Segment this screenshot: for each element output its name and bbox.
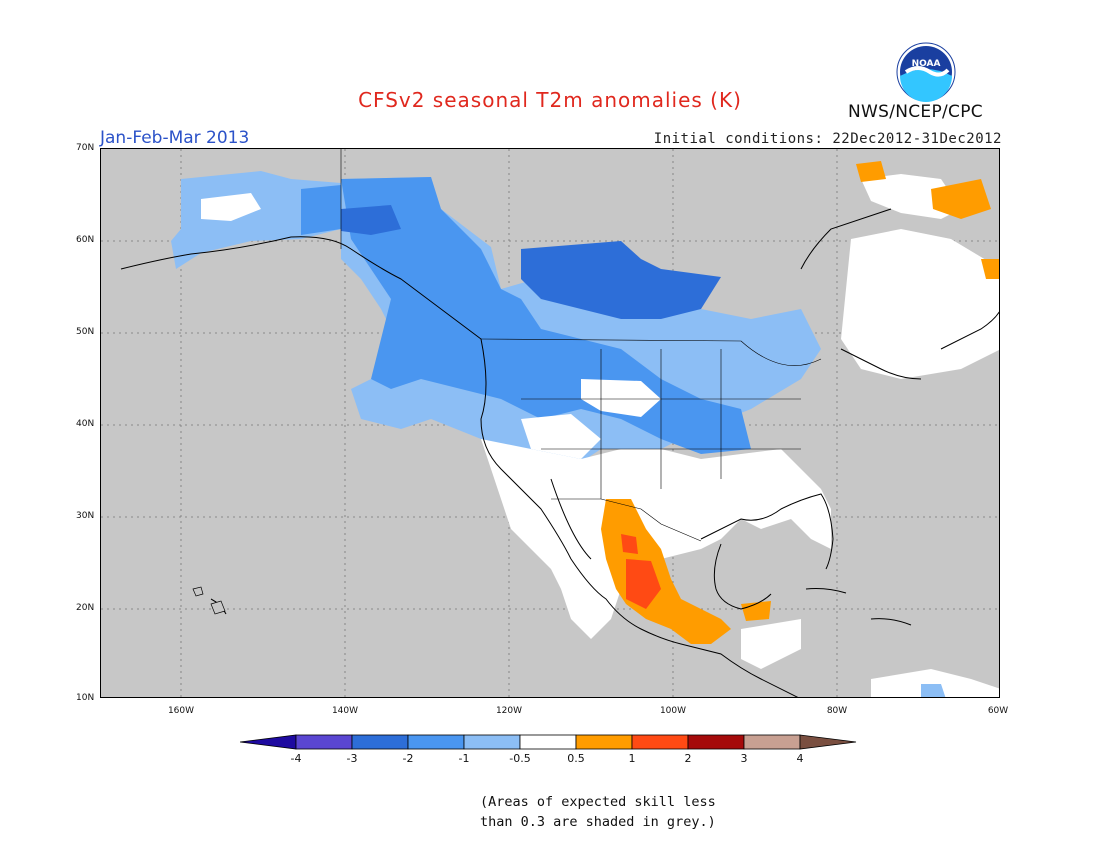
map-canvas (101, 149, 999, 697)
colorbar-label: -1 (458, 752, 470, 765)
colorbar-box (351, 734, 409, 750)
forecast-period: Jan-Feb-Mar 2013 (100, 128, 250, 148)
borders (340, 149, 822, 542)
anomaly-map (100, 148, 1000, 698)
colorbar-box (519, 734, 577, 750)
lon-label-100w: 100W (659, 706, 687, 716)
agency-label: NWS/NCEP/CPC (848, 102, 983, 122)
hawaii (192, 586, 226, 615)
colorbar-box (575, 734, 633, 750)
lon-label-60w: 60W (987, 706, 1009, 716)
mexico-warm-anomaly (601, 499, 771, 644)
colorbar-box (687, 734, 745, 750)
lon-label-120w: 120W (495, 706, 523, 716)
skill-note-line1: (Areas of expected skill less (480, 794, 716, 810)
colorbar-box (463, 734, 521, 750)
lat-label-60n: 60N (76, 235, 95, 245)
colorbar-box (407, 734, 465, 750)
lat-label-40n: 40N (76, 419, 95, 429)
caribbean-neutral (741, 619, 999, 697)
initial-conditions: Initial conditions: 22Dec2012-31Dec2012 (653, 131, 1002, 147)
colorbar-label: -3 (346, 752, 358, 765)
colorbar-label: 1 (628, 752, 636, 765)
colorbar-label: 4 (796, 752, 804, 765)
chart-title: CFSv2 seasonal T2m anomalies (K) (358, 88, 742, 112)
noaa-logo-icon: NOAA (896, 42, 956, 102)
colorbar-label: 3 (740, 752, 748, 765)
skill-note-line2: than 0.3 are shaded in grey.) (480, 814, 716, 830)
lat-label-50n: 50N (76, 327, 95, 337)
lat-label-20n: 20N (76, 603, 95, 613)
southwest-neutral (481, 439, 831, 639)
colorbar-label: 2 (684, 752, 692, 765)
colorbar (240, 734, 857, 750)
colorbar-arrow-low (240, 734, 297, 750)
colorbar-label: -2 (402, 752, 414, 765)
colorbar-box (295, 734, 353, 750)
lat-label-10n: 10N (76, 693, 95, 703)
colorbar-label: -4 (290, 752, 302, 765)
colorbar-label: -0.5 (509, 752, 531, 765)
lat-label-70n: 70N (76, 143, 95, 153)
canada-anomaly (341, 177, 821, 469)
colorbar-label: 0.5 (567, 752, 585, 765)
northeast-anomaly (841, 161, 999, 379)
lat-label-30n: 30N (76, 511, 95, 521)
logo-text: NOAA (912, 59, 941, 69)
coastlines (120, 208, 999, 697)
lon-label-140w: 140W (331, 706, 359, 716)
lon-label-160w: 160W (167, 706, 195, 716)
colorbar-box (743, 734, 801, 750)
lon-label-80w: 80W (826, 706, 848, 716)
colorbar-box (631, 734, 689, 750)
alaska-anomaly (171, 171, 341, 269)
skill-note: (Areas of expected skill less than 0.3 a… (480, 792, 716, 832)
colorbar-arrow-high (799, 734, 857, 750)
